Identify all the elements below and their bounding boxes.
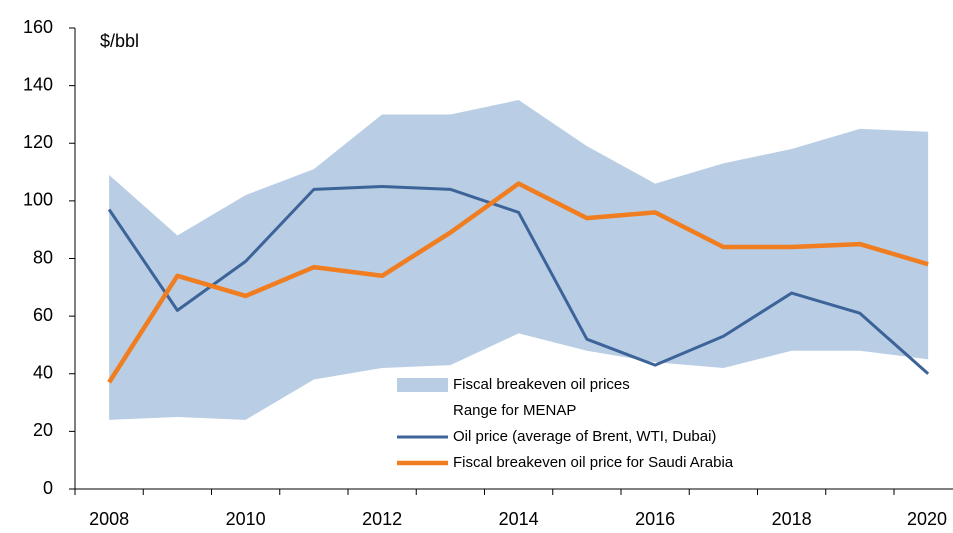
y-tick-label: 60 (33, 305, 53, 325)
y-tick-label: 120 (23, 132, 53, 152)
y-tick-label: 140 (23, 74, 53, 94)
x-tick-label: 2010 (226, 509, 266, 529)
x-tick-label: 2014 (499, 509, 539, 529)
y-tick-label: 80 (33, 247, 53, 267)
legend-label: Fiscal breakeven oil price for Saudi Ara… (453, 454, 734, 471)
y-unit-label: $/bbl (100, 31, 139, 51)
x-tick-label: 2020 (907, 509, 947, 529)
y-tick-label: 100 (23, 190, 53, 210)
y-tick-label: 160 (23, 17, 53, 37)
x-tick-label: 2018 (772, 509, 812, 529)
x-tick-label: 2008 (89, 509, 129, 529)
series-line (107, 184, 930, 375)
legend-swatch (397, 378, 448, 392)
legend-label: Fiscal breakeven oil prices (453, 376, 630, 393)
range-area (109, 100, 929, 420)
y-tick-label: 40 (33, 363, 53, 383)
x-tick-label: 2012 (362, 509, 402, 529)
y-tick-label: 0 (43, 478, 53, 498)
legend-label: Oil price (average of Brent, WTI, Dubai) (453, 428, 716, 445)
series-line (107, 181, 929, 384)
y-tick-label: 20 (33, 420, 53, 440)
legend-label: Range for MENAP (453, 402, 576, 419)
x-tick-label: 2016 (635, 509, 675, 529)
